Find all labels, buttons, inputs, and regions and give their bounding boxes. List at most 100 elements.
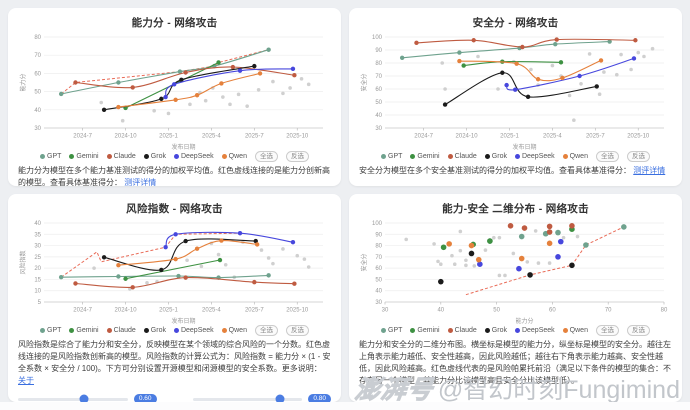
legend-marker-icon (69, 328, 75, 333)
legend-item-grok[interactable]: Grok (484, 153, 507, 160)
legend-invert-selection-button[interactable]: 反选 (626, 325, 650, 336)
legend-marker-icon (484, 328, 490, 333)
legend-item-claude[interactable]: Claude (447, 327, 477, 334)
svg-text:80: 80 (34, 35, 41, 41)
legend-marker-icon (40, 154, 46, 159)
eval-details-link[interactable]: 测评详情 (633, 166, 666, 175)
legend-marker-icon (514, 154, 520, 159)
safety-chart-card: 安全分 - 网络攻击 30 40 50 60 70 80 90 100 2024-7 2024-1… (349, 8, 682, 186)
legend-row: GPT Gemini Claude Grok DeepSeek Qwen 全选 反选 (18, 151, 331, 162)
svg-text:40: 40 (375, 289, 382, 295)
legend-item-qwen[interactable]: Qwen (221, 153, 247, 160)
footer-strip (0, 402, 690, 410)
legend-marker-icon (143, 154, 149, 159)
legend-item-deepseek[interactable]: DeepSeek (514, 327, 555, 334)
legend-invert-selection-button[interactable]: 反选 (626, 151, 650, 162)
closed-source-slider-track[interactable] (192, 394, 303, 402)
svg-text:2024-7: 2024-7 (414, 134, 433, 140)
svg-text:30: 30 (375, 126, 382, 132)
legend-select-all-button[interactable]: 全选 (595, 151, 619, 162)
legend-marker-icon (410, 328, 416, 333)
svg-text:2024-7: 2024-7 (73, 134, 92, 140)
svg-text:5: 5 (38, 300, 42, 306)
legend-marker-icon (106, 154, 112, 159)
legend-select-all-button[interactable]: 全选 (254, 325, 278, 336)
legend-label: Qwen (569, 327, 588, 334)
legend-select-all-button[interactable]: 全选 (595, 325, 619, 336)
svg-text:80: 80 (375, 61, 382, 67)
legend-item-claude[interactable]: Claude (106, 327, 136, 334)
legend-label: Qwen (228, 327, 247, 334)
open-source-slider-thumb[interactable] (79, 394, 89, 402)
legend-item-claude[interactable]: Claude (447, 153, 477, 160)
capability-description: 能力分为模型在多个能力基准测试的得分的加权平均值。红色虚线连接的是能力分创新高的… (18, 165, 331, 186)
capability-safety-scatter-chart[interactable]: 30 40 50 60 70 80 90 100 30 40 50 60 70 80 能力分 安全分 (359, 217, 672, 325)
svg-text:20: 20 (34, 266, 41, 272)
legend-label: GPT (47, 153, 62, 160)
legend-marker-icon (106, 328, 112, 333)
legend-item-grok[interactable]: Grok (143, 153, 166, 160)
open-source-coefficient-slider: 0.60 开源模型安全系数 (18, 394, 157, 402)
legend-item-deepseek[interactable]: DeepSeek (173, 327, 214, 334)
svg-text:2025-10: 2025-10 (286, 308, 309, 314)
legend-label: GPT (388, 327, 403, 334)
svg-text:发布日期: 发布日期 (171, 143, 195, 151)
svg-text:2024-10: 2024-10 (456, 134, 479, 140)
capability-line-chart[interactable]: 30 40 50 60 70 80 2024-7 2024-10 2025-1 2025-4 202… (18, 31, 331, 151)
eval-details-link[interactable]: 测评详情 (124, 178, 157, 186)
legend-row: GPT Gemini Claude Grok DeepSeek Qwen 全选 反选 (18, 325, 331, 336)
legend-marker-icon (221, 154, 227, 159)
legend-invert-selection-button[interactable]: 反选 (285, 325, 309, 336)
risk-index-line-chart[interactable]: 5 10 15 20 25 30 35 40 2024-7 2024-10 2025-1 2025-4… (18, 217, 331, 325)
legend-marker-icon (562, 328, 568, 333)
legend-invert-selection-button[interactable]: 反选 (285, 151, 309, 162)
legend-item-grok[interactable]: Grok (484, 327, 507, 334)
legend-item-gemini[interactable]: Gemini (410, 153, 440, 160)
legend-label: Grok (150, 327, 166, 334)
legend-item-gpt[interactable]: GPT (381, 327, 402, 334)
legend-label: Claude (113, 327, 136, 334)
svg-text:30: 30 (34, 126, 41, 132)
svg-text:2025-4: 2025-4 (202, 308, 221, 314)
legend-item-gpt[interactable]: GPT (40, 153, 61, 160)
legend-label: Gemini (76, 327, 99, 334)
svg-text:风险指数: 风险指数 (19, 250, 27, 274)
legend-item-gemini[interactable]: Gemini (410, 327, 440, 334)
svg-text:2025-1: 2025-1 (159, 134, 178, 140)
svg-text:2025-1: 2025-1 (159, 308, 178, 314)
legend-item-gemini[interactable]: Gemini (69, 327, 99, 334)
closed-source-slider-thumb[interactable] (275, 394, 285, 402)
open-source-slider-track[interactable] (18, 394, 128, 402)
legend-item-grok[interactable]: Grok (143, 327, 166, 334)
legend-item-qwen[interactable]: Qwen (221, 327, 247, 334)
legend-label: Gemini (417, 327, 440, 334)
legend-marker-icon (173, 328, 179, 333)
legend-select-all-button[interactable]: 全选 (254, 151, 278, 162)
svg-text:70: 70 (375, 74, 382, 80)
svg-text:50: 50 (375, 277, 382, 283)
svg-text:35: 35 (34, 232, 41, 238)
about-link[interactable]: 关于 (18, 376, 34, 385)
legend-label: DeepSeek (180, 153, 214, 160)
legend-item-deepseek[interactable]: DeepSeek (514, 153, 555, 160)
legend-item-gpt[interactable]: GPT (381, 153, 402, 160)
legend-item-qwen[interactable]: Qwen (562, 153, 588, 160)
svg-text:50: 50 (34, 90, 41, 96)
scatter-chart-title: 能力-安全 二维分布 - 网络攻击 (442, 203, 589, 215)
svg-text:50: 50 (375, 100, 382, 106)
legend-item-qwen[interactable]: Qwen (562, 327, 588, 334)
legend-label: Claude (113, 153, 136, 160)
legend-marker-icon (410, 154, 416, 159)
legend-label: Claude (454, 327, 477, 334)
legend-item-gemini[interactable]: Gemini (69, 153, 99, 160)
svg-text:40: 40 (34, 108, 41, 114)
safety-line-chart[interactable]: 30 40 50 60 70 80 90 100 2024-7 2024-10 2025-1 2025… (359, 31, 672, 151)
legend-label: Gemini (76, 153, 99, 160)
legend-marker-icon (143, 328, 149, 333)
legend-item-deepseek[interactable]: DeepSeek (173, 153, 214, 160)
legend-label: DeepSeek (521, 153, 555, 160)
legend-item-claude[interactable]: Claude (106, 153, 136, 160)
legend-item-gpt[interactable]: GPT (40, 327, 61, 334)
svg-text:40: 40 (375, 113, 382, 119)
legend-label: DeepSeek (521, 327, 555, 334)
